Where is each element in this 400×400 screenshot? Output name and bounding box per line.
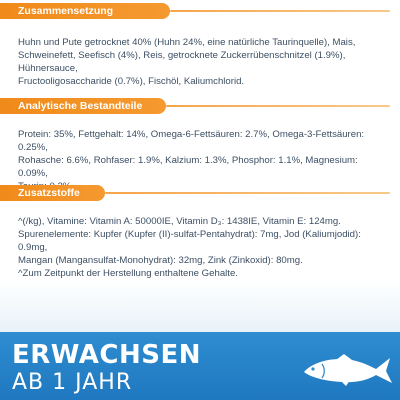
additives-section: Zusatzstoffe ^(/kg), Vitamine: Vitamin A… xyxy=(0,185,400,280)
analytical-text: Protein: 35%, Fettgehalt: 14%, Omega-6-F… xyxy=(0,128,400,193)
life-stage-title: ERWACHSEN xyxy=(12,340,202,370)
text-line: Mangan (Mangansulfat-Monohydrat): 32mg, … xyxy=(18,255,303,266)
heading-divider xyxy=(105,192,390,194)
text-line: Huhn und Pute getrocknet 40% (Huhn 24%, … xyxy=(18,37,356,48)
text-line: ^Zum Zeitpunkt der Herstellung enthalten… xyxy=(18,268,238,279)
fish-icon xyxy=(304,354,392,386)
additives-heading: Zusatzstoffe xyxy=(0,185,105,201)
composition-heading: Zusammensetzung xyxy=(0,3,170,19)
additives-text: ^(/kg), Vitamine: Vitamin A: 50000IE, Vi… xyxy=(0,215,400,280)
heading-divider xyxy=(166,105,390,107)
additives-heading-bar: Zusatzstoffe xyxy=(0,185,400,205)
composition-text: Huhn und Pute getrocknet 40% (Huhn 24%, … xyxy=(0,36,400,88)
text-line: ^(/kg), Vitamine: Vitamin A: 50000IE, Vi… xyxy=(18,216,341,227)
analytical-heading-bar: Analytische Bestandteile xyxy=(0,98,400,118)
heading-divider xyxy=(170,10,390,12)
composition-heading-bar: Zusammensetzung xyxy=(0,3,400,23)
analytical-section: Analytische Bestandteile Protein: 35%, F… xyxy=(0,98,400,193)
text-line: Spurenelemente: Kupfer (Kupfer (II)-sulf… xyxy=(18,229,361,253)
text-line: Protein: 35%, Fettgehalt: 14%, Omega-6-F… xyxy=(18,129,365,153)
text-line: Fructooligosaccharide (0.7%), Fischöl, K… xyxy=(18,76,245,87)
analytical-heading: Analytische Bestandteile xyxy=(0,98,166,114)
composition-section: Zusammensetzung Huhn und Pute getrocknet… xyxy=(0,3,400,88)
text-line: Schweinefett, Seefisch (4%), Reis, getro… xyxy=(18,50,346,74)
text-line: Rohasche: 6.6%, Rohfaser: 1.9%, Kalzium:… xyxy=(18,155,358,179)
banner-fade xyxy=(0,280,400,335)
age-subtitle: AB 1 JAHR xyxy=(12,370,133,395)
